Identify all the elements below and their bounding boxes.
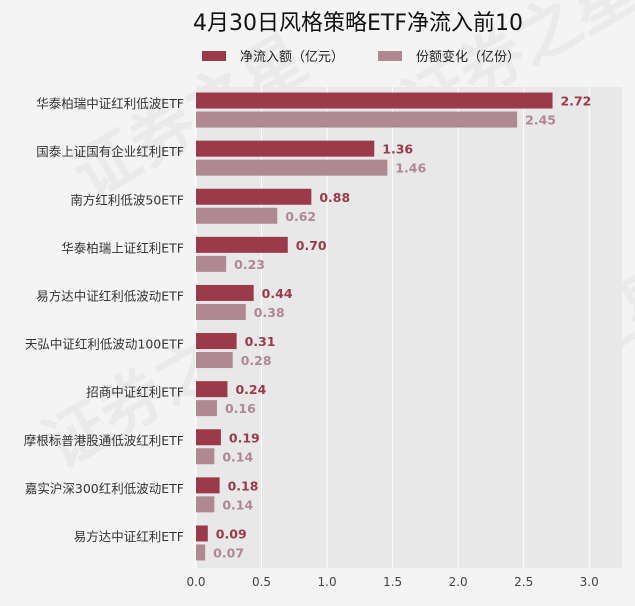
x-tick-label: 3.0 bbox=[580, 575, 599, 589]
data-label: 0.38 bbox=[254, 305, 285, 320]
x-axis-ticks: 0.0 0.5 1.0 1.5 2.0 2.5 3.0 bbox=[186, 575, 598, 589]
data-label: 0.44 bbox=[262, 286, 293, 301]
category-label: 摩根标普港股通低波红利ETF bbox=[24, 433, 184, 448]
x-tick-label: 0.5 bbox=[252, 575, 271, 589]
category-label: 易方达中证红利低波动ETF bbox=[36, 288, 184, 303]
data-label: 0.70 bbox=[296, 238, 327, 253]
bar bbox=[196, 111, 518, 128]
bar bbox=[196, 544, 206, 561]
x-tick-label: 2.0 bbox=[449, 575, 468, 589]
legend-swatch bbox=[378, 51, 402, 61]
category-label: 南方红利低波50ETF bbox=[70, 192, 184, 207]
bar bbox=[196, 525, 208, 542]
x-tick-label: 1.5 bbox=[383, 575, 402, 589]
bar bbox=[196, 381, 228, 398]
legend-swatch bbox=[202, 51, 226, 61]
bar bbox=[196, 92, 553, 109]
category-label: 华泰柏瑞上证红利ETF bbox=[61, 240, 184, 255]
bar bbox=[196, 236, 288, 253]
data-label: 1.36 bbox=[382, 142, 413, 157]
bar bbox=[196, 429, 221, 446]
x-tick-label: 2.5 bbox=[514, 575, 533, 589]
bar bbox=[196, 207, 278, 224]
bar bbox=[196, 496, 215, 513]
bar bbox=[196, 159, 388, 176]
data-label: 0.23 bbox=[234, 257, 265, 272]
legend-label: 份额变化（亿份） bbox=[416, 49, 520, 65]
data-label: 0.31 bbox=[245, 334, 276, 349]
data-label: 0.07 bbox=[213, 545, 244, 560]
bars: 2.72 2.45 1.36 1.46 0.880.62 0.70 0.23 0.44 0.38… bbox=[196, 92, 592, 561]
data-label: 0.14 bbox=[222, 449, 253, 464]
bar bbox=[196, 477, 220, 494]
data-label: 0.18 bbox=[228, 478, 259, 493]
category-label: 天弘中证红利低波动100ETF bbox=[25, 337, 184, 352]
data-label: 0.16 bbox=[225, 401, 256, 416]
bar bbox=[196, 140, 375, 157]
x-tick-label: 1.0 bbox=[318, 575, 337, 589]
legend-item: 份额变化（亿份） bbox=[378, 49, 520, 65]
category-label: 易方达中证红利ETF bbox=[74, 529, 184, 544]
bar bbox=[196, 333, 237, 350]
data-label: 0.88 bbox=[319, 190, 350, 205]
bar bbox=[196, 448, 215, 465]
category-label: 华泰柏瑞中证红利低波ETF bbox=[36, 96, 184, 111]
category-label: 嘉实沪深300红利低波动ETF bbox=[25, 481, 184, 496]
category-label: 国泰上证国有企业红利ETF bbox=[36, 144, 184, 159]
bar bbox=[196, 255, 227, 272]
category-label: 招商中证红利ETF bbox=[86, 385, 184, 400]
data-label: 0.28 bbox=[241, 353, 272, 368]
data-label: 2.45 bbox=[525, 113, 556, 128]
data-label: 0.62 bbox=[285, 209, 316, 224]
bar bbox=[196, 188, 312, 205]
bar bbox=[196, 352, 233, 369]
data-label: 1.46 bbox=[395, 161, 426, 176]
category-labels: 华泰柏瑞中证红利低波ETF 国泰上证国有企业红利ETF 南方红利低波50ETF 华泰柏… bbox=[24, 96, 184, 544]
bar bbox=[196, 400, 217, 417]
bar bbox=[196, 284, 254, 301]
legend-label: 净流入额（亿元） bbox=[240, 50, 344, 65]
legend: 净流入额（亿元） 份额变化（亿份） bbox=[202, 49, 520, 65]
chart-title: 4月30日风格策略ETF净流入前10 bbox=[193, 11, 523, 36]
bar bbox=[196, 303, 246, 320]
data-label: 0.14 bbox=[222, 497, 253, 512]
data-label: 0.24 bbox=[235, 382, 266, 397]
data-label: 0.09 bbox=[216, 526, 247, 541]
data-label: 0.19 bbox=[229, 430, 260, 445]
legend-item: 净流入额（亿元） bbox=[202, 50, 344, 65]
plot-area bbox=[196, 87, 622, 568]
x-tick-label: 0.0 bbox=[186, 575, 205, 589]
data-label: 2.72 bbox=[561, 94, 592, 109]
